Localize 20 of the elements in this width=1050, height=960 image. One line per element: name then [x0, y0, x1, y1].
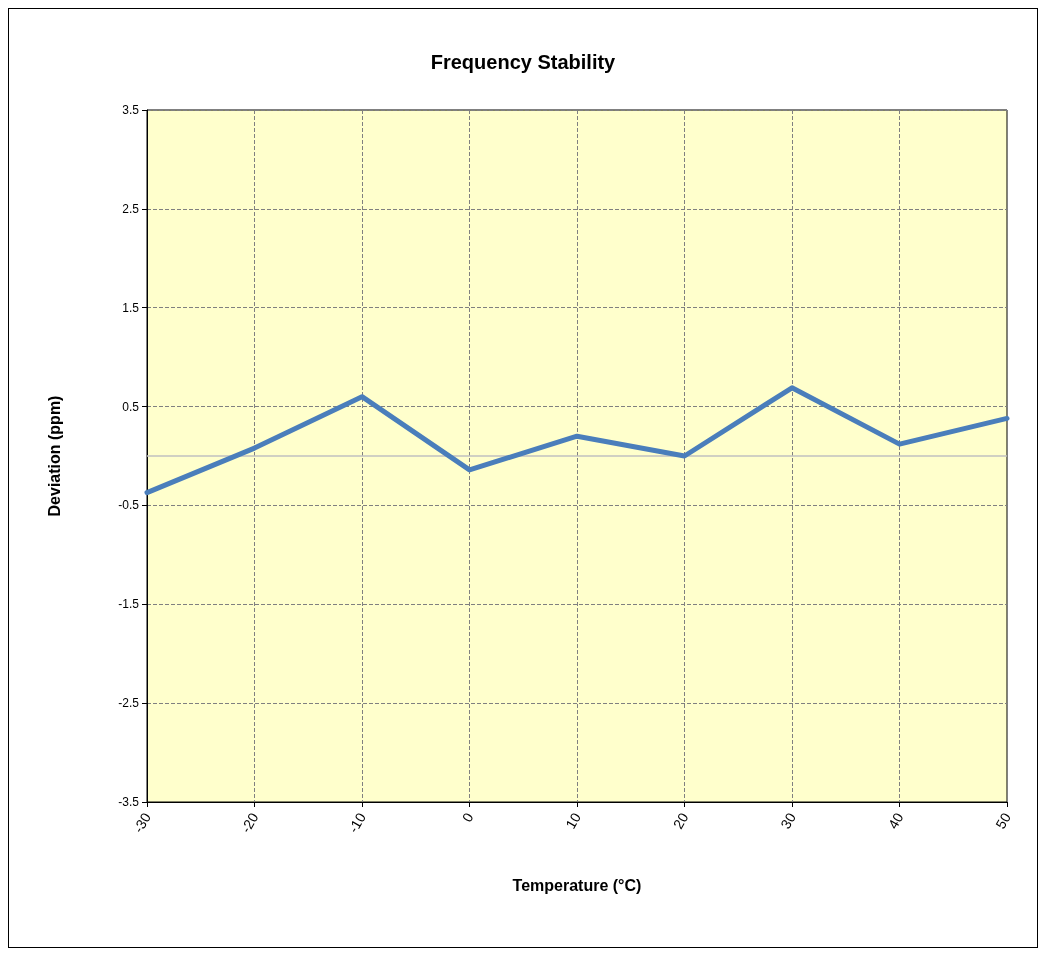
- x-tick-label: -10: [344, 809, 370, 836]
- x-axis-title: Temperature (°C): [512, 876, 642, 894]
- x-tick-label: -20: [237, 809, 262, 836]
- y-tick-label: 2.5: [122, 201, 140, 216]
- y-tick-label: 0.5: [122, 399, 140, 414]
- y-tick-label: -1.5: [118, 597, 140, 612]
- y-tick-label: -3.5: [118, 795, 140, 809]
- x-tick-label: 20: [669, 809, 692, 832]
- y-tick-label: -2.5: [118, 696, 140, 711]
- x-tick-label: -30: [129, 809, 155, 836]
- x-tick-label: 30: [777, 809, 800, 832]
- y-tick-label: 3.5: [122, 103, 140, 117]
- x-tick-label: 40: [884, 809, 907, 832]
- x-tick-label: 50: [992, 809, 1015, 832]
- y-axis-title: Deviation (ppm): [45, 395, 63, 517]
- chart-title: Frequency Stability: [430, 51, 617, 73]
- x-tick-label: 0: [458, 809, 477, 825]
- y-tick-label: 1.5: [122, 300, 140, 315]
- y-tick-label: -0.5: [118, 498, 140, 513]
- x-tick-label: 10: [562, 809, 585, 832]
